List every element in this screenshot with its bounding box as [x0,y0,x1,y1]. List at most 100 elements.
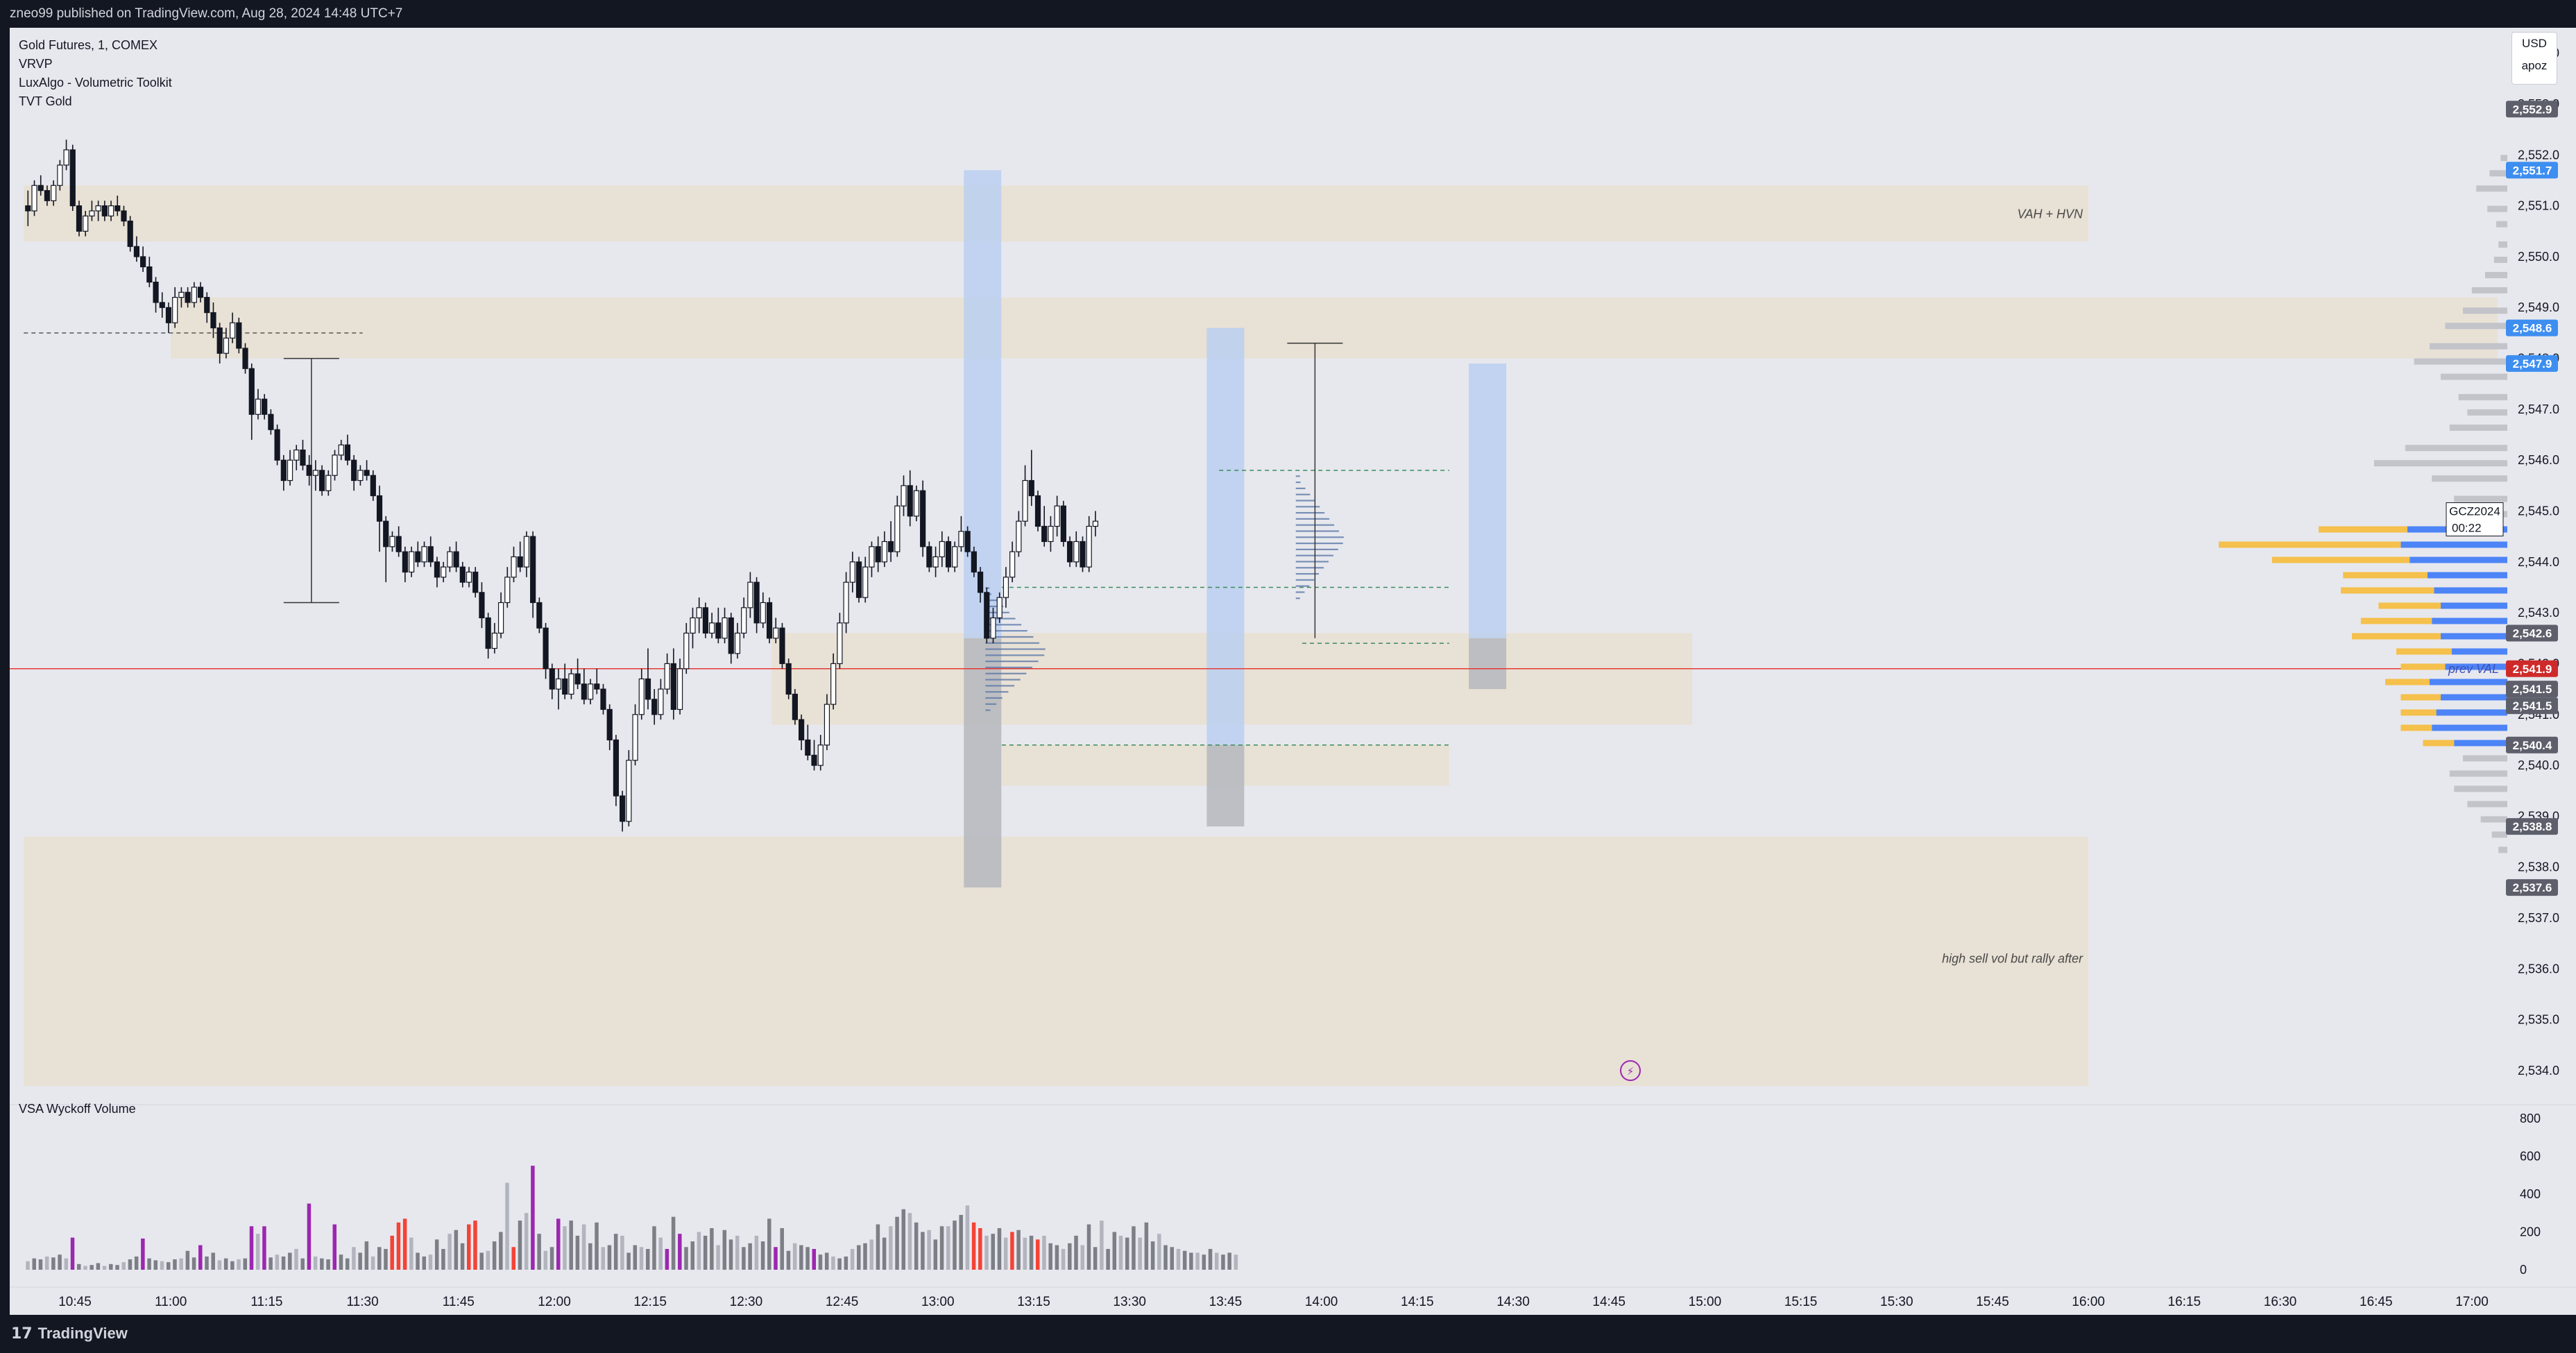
chart-frame[interactable]: VAH + HVN high sell vol but rally after pr… [10,28,2576,1315]
candle-body-154 [1009,551,1016,578]
volume-bar-155 [1016,1229,1021,1270]
volume-bar-93 [620,1235,624,1270]
volume-bar-57 [390,1235,394,1270]
volume-bar-40 [281,1256,286,1270]
symbol-tag-countdown: 00:22 [2452,522,2482,535]
chart-legend: Gold Futures, 1, COMEX VRVP LuxAlgo - Vo… [19,36,172,111]
volume-bar-27 [198,1245,203,1270]
profile-sell-bar-5 [2378,602,2441,609]
volume-bar-7 [70,1237,75,1270]
volume-bar-148 [971,1222,976,1270]
candle-body-111 [734,632,741,654]
volume-bar-94 [626,1252,631,1270]
candle-body-90 [600,688,606,710]
time-tick-7: 12:30 [730,1295,763,1309]
price-tag-box-3 [2506,355,2558,372]
volume-bar-39 [275,1254,280,1270]
candle-body-105 [696,607,702,619]
candle-body-156 [1022,479,1028,522]
volume-legend[interactable]: VSA Wyckoff Volume [19,1102,136,1116]
profile-sell-bar-3 [2343,572,2428,579]
volume-bar-101 [671,1216,676,1270]
volume-bar-97 [645,1249,650,1270]
volume-bar-3 [44,1256,49,1270]
volume-bar-60 [409,1237,413,1270]
time-tick-20: 15:45 [1976,1295,2009,1309]
volume-bar-13 [109,1263,113,1270]
candle-body-28 [204,296,210,314]
volume-bar-44 [307,1203,312,1270]
profile-grey-bar-1 [2489,170,2507,177]
volume-tick-4: 0 [2520,1263,2527,1277]
candle-body-132 [869,546,875,568]
volume-bar-140 [921,1232,925,1270]
legend-indicator-luxalgo[interactable]: LuxAlgo - Volumetric Toolkit [19,76,172,90]
alert-icon-glyph: ⚡ [1627,1065,1635,1078]
legend-indicator-vrvp[interactable]: VRVP [19,57,53,71]
volume-bar-146 [959,1214,963,1270]
profile-grey-bar-4 [2496,221,2507,228]
candle-body-148 [971,551,977,573]
volume-bar-128 [844,1256,848,1270]
volume-bar-153 [1003,1237,1008,1270]
volume-bar-11 [96,1263,101,1270]
volume-bar-187 [1221,1254,1225,1270]
candle-body-121 [799,719,805,741]
profile-grey-bar-26 [2480,816,2507,823]
candle-body-159 [1041,525,1048,543]
chart-canvas[interactable]: VAH + HVN high sell vol but rally after pr… [10,28,2576,1315]
volume-bar-72 [486,1250,491,1270]
volume-bar-25 [185,1250,190,1270]
time-tick-15: 14:30 [1496,1295,1530,1309]
volume-bar-70 [473,1220,477,1270]
session-profile-bar-0-20 [985,709,991,711]
profile-grey-bar-9 [2463,307,2507,314]
tradingview-logo[interactable]: 17 TradingView [11,1315,128,1353]
candle-body-100 [664,663,670,690]
candle-body-3 [44,190,51,201]
candle-body-38 [268,414,274,430]
time-tick-8: 12:45 [826,1295,859,1309]
volume-bar-127 [837,1258,842,1270]
volume-column-grey-0 [964,638,1002,888]
time-tick-13: 14:00 [1305,1295,1338,1309]
candle-body-24 [178,291,185,298]
candle-body-47 [325,475,332,491]
candle-body-153 [1003,577,1009,598]
volume-bar-88 [588,1243,592,1270]
candle-body-12 [101,205,108,216]
candle-body-33 [236,322,242,349]
volume-bar-65 [441,1249,445,1270]
candle-body-80 [536,602,543,629]
candle-body-167 [1092,520,1099,527]
volume-bar-84 [563,1226,567,1270]
legend-indicator-tvt[interactable]: TVT Gold [19,94,72,108]
candle-body-67 [453,551,459,568]
session-profile-bar-0-7 [985,630,1027,632]
price-tag-box-5 [2506,660,2558,677]
volume-bar-105 [697,1232,701,1270]
volume-bar-157 [1029,1235,1034,1270]
profile-sell-bar-13 [2400,724,2432,731]
volume-bar-86 [575,1235,580,1270]
price-tick-14: 2,540.0 [2518,758,2559,772]
volume-bar-75 [505,1182,509,1270]
session-profile-bar-1-10 [1295,536,1344,538]
candle-body-69 [466,571,472,583]
volume-column-blue-1 [1206,327,1245,745]
volume-bar-12 [102,1266,107,1270]
candle-body-81 [543,627,549,670]
volume-bar-14 [115,1265,119,1270]
candle-body-131 [862,566,869,598]
volume-bar-150 [984,1235,989,1270]
volume-bar-183 [1195,1252,1200,1270]
currency-unit-box[interactable]: USD apoz [2511,32,2557,85]
candle-body-31 [223,337,230,354]
volume-column-grey-1 [1206,744,1245,827]
candle-body-56 [383,520,389,547]
legend-symbol[interactable]: Gold Futures, 1, COMEX [19,38,158,52]
volume-bar-122 [805,1247,810,1270]
volume-bar-185 [1208,1249,1213,1270]
candle-body-110 [728,617,734,654]
candle-body-133 [875,546,881,563]
